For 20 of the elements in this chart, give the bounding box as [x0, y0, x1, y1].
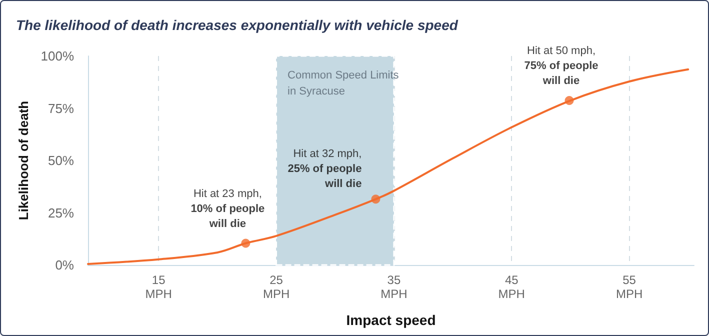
x-axis-title: Impact speed — [346, 312, 436, 328]
y-tick-label: 50% — [48, 153, 74, 168]
annotation: Hit at 23 mph, 10% of people will die — [190, 188, 265, 230]
x-tick-label: 35 MPH — [380, 273, 408, 301]
point — [241, 238, 250, 248]
y-tick-label: 100% — [40, 48, 74, 64]
annotation: Hit at 50 mph, 75% of people will die — [524, 45, 598, 88]
point — [371, 194, 380, 204]
x-tick-label: 15 MPH — [145, 273, 172, 301]
point — [564, 96, 574, 106]
x-tick-label: 25 MPH — [262, 273, 290, 301]
chart-title: The likelihood of death increases exponentially with vehicle speed — [16, 17, 458, 33]
x-tick-label: 45 MPH — [498, 273, 525, 301]
x-tick-label: 55 MPH — [616, 273, 643, 301]
band-label: Common Speed Limits in Syracuse — [288, 69, 400, 98]
y-tick-label: 0% — [55, 258, 74, 272]
y-tick-label: 25% — [48, 205, 74, 220]
y-tick-label: 75% — [48, 100, 74, 116]
y-axis-title: Likelihood of death — [16, 100, 31, 220]
annotation: Hit at 32 mph, 25% of people will die — [288, 148, 362, 190]
